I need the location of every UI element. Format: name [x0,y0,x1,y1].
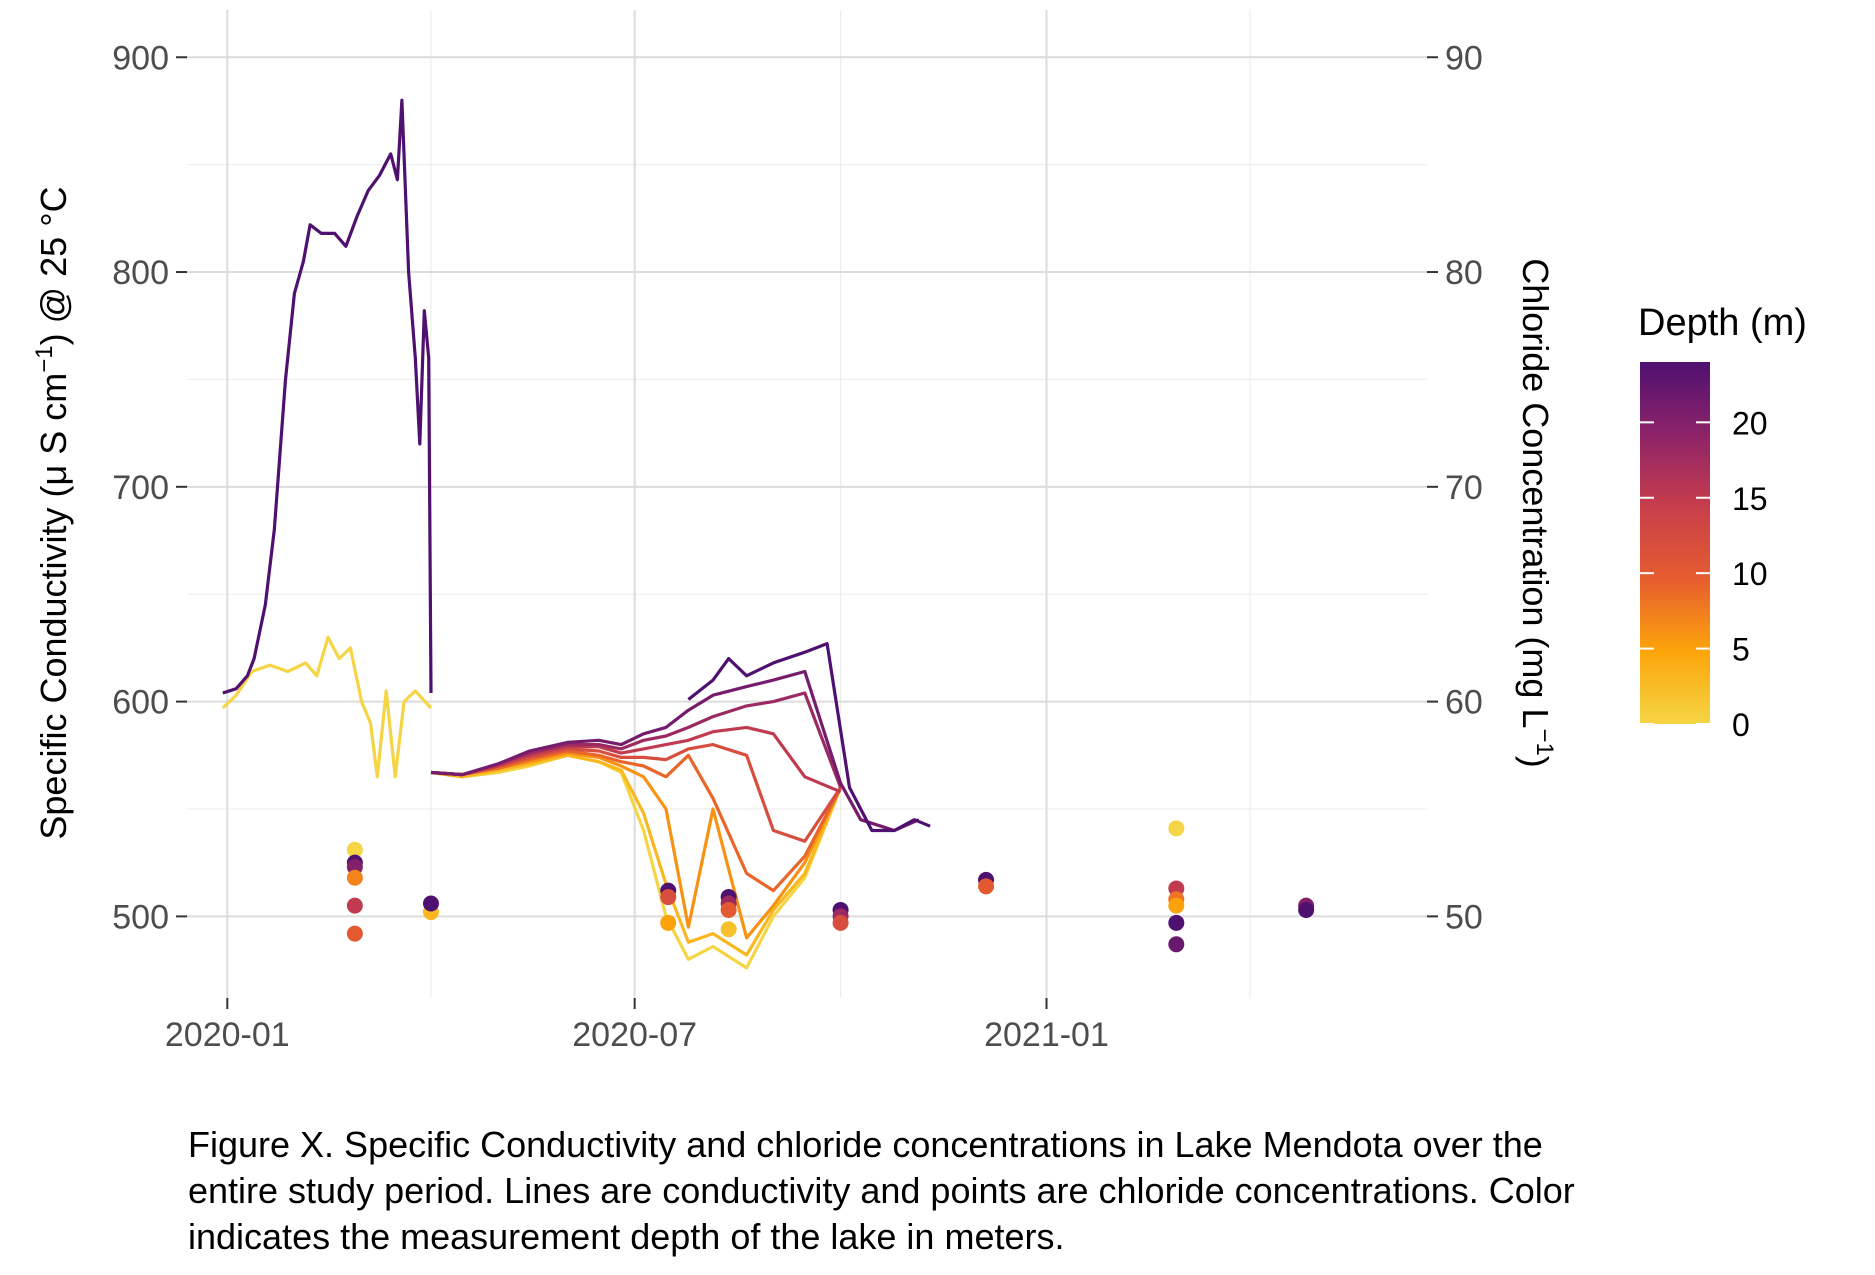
y-axis-label: Specific Conductivity (μ S cm−1) @ 25 °C [31,186,74,839]
chloride-point [660,889,677,906]
y2-tick-label: 50 [1445,898,1483,936]
chloride-point [346,897,363,914]
chloride-points [346,820,1315,953]
y-tick-label: 700 [112,469,169,507]
caption-line-1: Figure X. Specific Conductivity and chlo… [188,1124,1543,1165]
conductivity-line [430,725,842,794]
depth-legend: Depth (m) 0 5 10 15 20 [1638,302,1807,743]
figure-caption: Figure X. Specific Conductivity and chlo… [188,1122,1838,1260]
y-tick-label: 800 [112,254,169,292]
chloride-point [1168,897,1185,914]
y-tick-label: 600 [112,684,169,722]
x-tick-label: 2021-01 [984,1016,1109,1054]
chloride-point [720,901,737,918]
conductivity-line [430,753,843,970]
legend-colorbar [1640,362,1710,724]
caption-line-3: indicates the measurement depth of the l… [188,1216,1065,1257]
y2-tick-label: 60 [1445,684,1483,722]
legend-tick-label: 20 [1732,405,1768,441]
chloride-point [660,914,677,931]
legend-tick-label: 0 [1732,707,1750,743]
caption-line-2: entire study period. Lines are conductiv… [188,1170,1575,1211]
conductivity-line [430,669,920,833]
conductivity-line [221,635,433,779]
axes: 500 600 700 800 900 50 60 70 80 90 2020-01 2020-07 2… [112,39,1483,1054]
legend-tick-label: 10 [1732,556,1768,592]
y2-axis-label: Chloride Concentration (mg L−1) [1515,258,1558,768]
y-tick-label: 900 [112,39,169,77]
chloride-point [1298,901,1315,918]
conductivity-line [430,749,843,893]
chloride-point [1168,820,1185,837]
chloride-point [1168,936,1185,953]
x-tick-label: 2020-07 [572,1016,697,1054]
legend-tick-label: 5 [1732,632,1750,668]
legend-title: Depth (m) [1638,302,1807,344]
conductivity-line [687,642,931,833]
conductivity-lines [221,98,931,970]
chloride-point [832,914,849,931]
chloride-point [1168,914,1185,931]
x-tick-label: 2020-01 [165,1016,290,1054]
chloride-point [346,841,363,858]
chloride-point [346,869,363,886]
y2-tick-label: 90 [1445,39,1483,77]
chloride-point [978,878,995,895]
legend-ticks: 0 5 10 15 20 [1640,405,1768,743]
legend-tick-label: 15 [1732,481,1768,517]
chloride-point [422,895,439,912]
y2-tick-label: 70 [1445,469,1483,507]
y2-tick-label: 80 [1445,254,1483,292]
conductivity-line [222,98,433,695]
y-tick-label: 500 [112,898,169,936]
conductivity-line [430,753,843,957]
chloride-point [346,925,363,942]
chloride-point [720,921,737,938]
conductivity-line [430,743,842,843]
